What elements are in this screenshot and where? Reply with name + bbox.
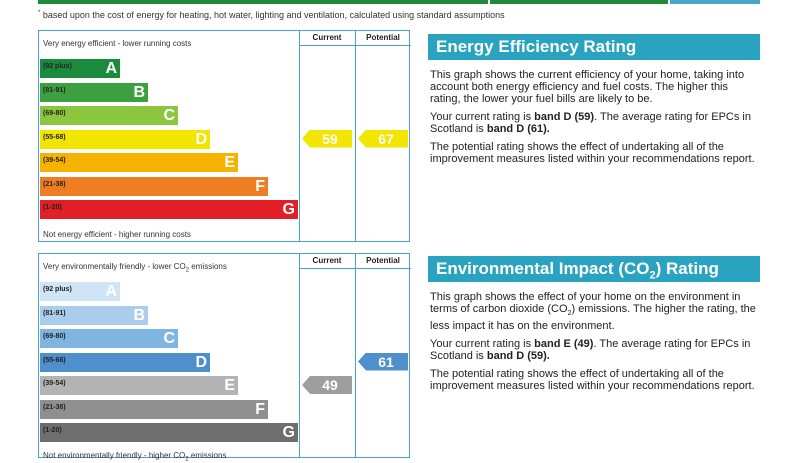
environmental-impact-chart: Very environmentally friendly - lower CO… bbox=[38, 253, 411, 463]
energy-rating-header: Energy Efficiency Rating bbox=[428, 34, 760, 60]
chart-bottom-label-text: Not environmentally friendly - higher CO bbox=[43, 451, 186, 460]
band-letter: B bbox=[133, 83, 145, 101]
current-rating-arrow: 59 bbox=[302, 129, 352, 148]
band-range-label: (39-54) bbox=[43, 380, 66, 387]
potential-column-header: Potential bbox=[366, 33, 400, 42]
band-letter: A bbox=[105, 60, 117, 77]
environment-paragraph-2: Your current rating is band E (49). The … bbox=[430, 338, 758, 362]
band-range-label: (21-38) bbox=[43, 403, 66, 411]
env-p2-pre: Your current rating is bbox=[430, 338, 535, 351]
band-range-label: (39-54) bbox=[43, 157, 66, 164]
band-range-label: (55-68) bbox=[43, 356, 66, 364]
environment-paragraph-1: This graph shows the effect of your home… bbox=[430, 291, 758, 332]
env-header-sub: 2 bbox=[649, 269, 656, 282]
column-header-divider bbox=[299, 268, 411, 269]
potential-rating-arrow: 67 bbox=[358, 129, 408, 148]
band-e: (39-54) E bbox=[40, 153, 238, 172]
band-letter: G bbox=[282, 424, 295, 441]
band-d: (55-68) D bbox=[40, 352, 210, 372]
band-c: (69-80) C bbox=[40, 329, 178, 348]
potential-column-header: Potential bbox=[366, 256, 400, 265]
top-bar-segment-green bbox=[38, 0, 488, 4]
band-letter: D bbox=[195, 353, 207, 371]
energy-paragraph-1: This graph shows the current efficiency … bbox=[430, 69, 745, 105]
energy-p2-mid: . The average rating for EPCs in Scotlan… bbox=[430, 111, 751, 135]
env-header-pre: Environmental Impact (CO bbox=[436, 259, 650, 278]
band-c: (69-80) C bbox=[40, 106, 178, 125]
energy-efficiency-chart: Very energy efficient - lower running co… bbox=[38, 30, 411, 242]
env-p1-post: ) emissions. The higher the rating, the … bbox=[430, 303, 756, 333]
current-column-header: Current bbox=[312, 33, 342, 42]
band-range-label: (81-91) bbox=[43, 86, 66, 94]
chart-bottom-label-suffix: emissions bbox=[190, 451, 227, 460]
energy-paragraph-3: The potential rating shows the effect of… bbox=[430, 141, 755, 165]
band-range-label: (1-20) bbox=[43, 204, 62, 211]
band-range-label: (55-68) bbox=[43, 133, 66, 141]
energy-p2-pre: Your current rating is bbox=[430, 111, 535, 123]
band-b: (81-91) B bbox=[40, 305, 148, 325]
environment-average-band: band D (59). bbox=[486, 350, 550, 363]
band-range-label: (21-38) bbox=[43, 180, 66, 188]
band-a: (92 plus) A bbox=[40, 59, 120, 78]
band-letter: E bbox=[224, 377, 235, 394]
band-letter: F bbox=[255, 400, 265, 418]
current-column-divider bbox=[299, 254, 300, 457]
environment-rating-header: Environmental Impact (CO2) Rating bbox=[428, 256, 760, 282]
env-p1-sub: 2 bbox=[567, 310, 572, 318]
env-p2-mid: . The average rating for EPCs in Scotlan… bbox=[430, 338, 751, 363]
band-range-label: (92 plus) bbox=[43, 286, 72, 293]
band-letter: D bbox=[195, 130, 207, 148]
band-e: (39-54) E bbox=[40, 376, 238, 395]
top-bar-segment-green-2 bbox=[490, 0, 668, 4]
top-color-bar bbox=[38, 0, 760, 4]
energy-current-band: band D (59) bbox=[534, 111, 595, 123]
band-f: (21-38) F bbox=[40, 176, 268, 196]
band-letter: A bbox=[105, 283, 117, 300]
footnote: * based upon the cost of energy for heat… bbox=[38, 10, 505, 20]
band-d: (55-68) D bbox=[40, 129, 210, 149]
top-bar-segment-blue bbox=[670, 0, 760, 4]
band-range-label: (92 plus) bbox=[43, 63, 72, 70]
energy-rating-info: Energy Efficiency Rating This graph show… bbox=[428, 34, 760, 165]
chart-bottom-label: Not energy efficient - higher running co… bbox=[43, 230, 191, 239]
chart-top-label: Very energy efficient - lower running co… bbox=[43, 39, 192, 48]
environment-current-band: band E (49) bbox=[534, 338, 594, 351]
band-range-label: (1-20) bbox=[43, 427, 62, 434]
band-letter: C bbox=[163, 107, 175, 124]
chart-top-label-suffix: emissions bbox=[191, 262, 227, 271]
potential-column-divider bbox=[355, 254, 356, 457]
current-column-divider bbox=[299, 31, 300, 241]
footnote-mark: * bbox=[38, 10, 41, 16]
current-rating-arrow: 49 bbox=[302, 376, 352, 394]
footnote-text: based upon the cost of energy for heatin… bbox=[42, 10, 505, 20]
band-b: (81-91) B bbox=[40, 82, 148, 102]
potential-rating-arrow: 61 bbox=[358, 352, 408, 371]
column-header-divider bbox=[299, 45, 411, 46]
band-letter: C bbox=[163, 330, 175, 347]
band-range-label: (81-91) bbox=[43, 309, 66, 317]
band-letter: F bbox=[255, 177, 265, 195]
environment-rating-info: Environmental Impact (CO2) Rating This g… bbox=[428, 256, 760, 392]
band-g: (1-20) G bbox=[40, 200, 298, 219]
environment-paragraph-3: The potential rating shows the effect of… bbox=[430, 368, 755, 393]
band-letter: E bbox=[224, 154, 235, 171]
band-range-label: (69-80) bbox=[43, 333, 66, 340]
env-header-post: ) Rating bbox=[655, 259, 719, 278]
energy-average-band: band D (61). bbox=[486, 123, 550, 135]
band-letter: B bbox=[133, 306, 145, 324]
env-p1-pre: This graph shows the effect of your home… bbox=[430, 291, 741, 315]
band-f: (21-38) F bbox=[40, 399, 268, 419]
chart-top-label-text: Very environmentally friendly - lower CO bbox=[43, 262, 186, 271]
band-g: (1-20) G bbox=[40, 423, 298, 442]
band-range-label: (69-80) bbox=[43, 110, 66, 117]
band-a: (92 plus) A bbox=[40, 282, 120, 301]
chart-bottom-label: Not environmentally friendly - higher CO… bbox=[43, 451, 227, 463]
chart-top-label: Very environmentally friendly - lower CO… bbox=[43, 262, 227, 274]
energy-paragraph-2: Your current rating is band D (59). The … bbox=[430, 111, 758, 135]
potential-column-divider bbox=[355, 31, 356, 241]
current-column-header: Current bbox=[312, 256, 342, 265]
band-letter: G bbox=[282, 201, 295, 218]
